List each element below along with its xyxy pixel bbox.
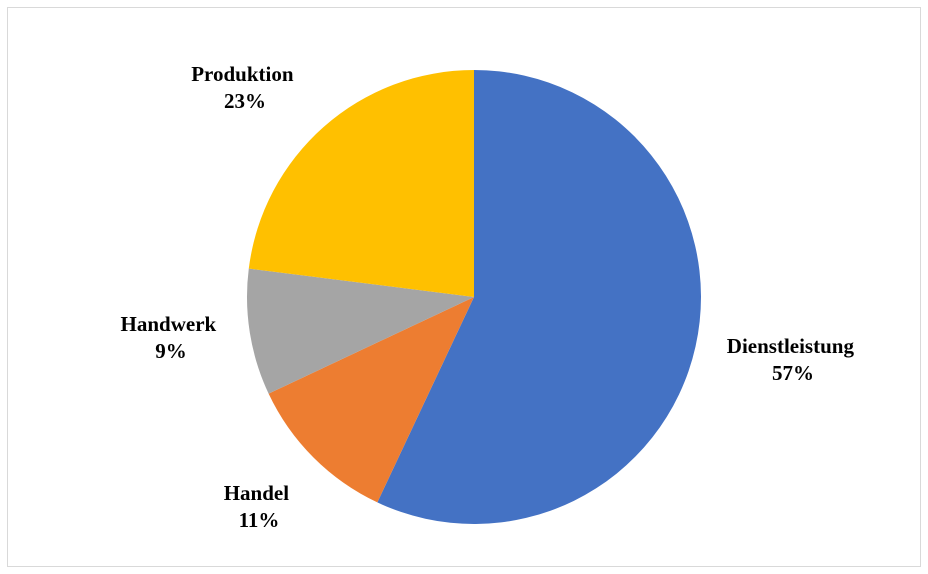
- label-dienstleistung: Dienstleistung 57%: [727, 334, 859, 385]
- label-handwerk-name: Handwerk: [121, 312, 217, 336]
- label-handel-name: Handel: [224, 481, 290, 505]
- pie-slice-produktion: [248, 70, 474, 297]
- pie-slice-handwerk: [246, 268, 474, 394]
- label-handel-value: 11%: [239, 508, 280, 532]
- label-produktion-value: 23%: [224, 89, 266, 113]
- pie-slice-handel: [268, 297, 474, 503]
- pie-slice-dienstleistung: [377, 70, 701, 524]
- pie-slices: [246, 70, 701, 524]
- label-handwerk-value: 9%: [155, 339, 187, 363]
- label-produktion: Produktion 23%: [191, 62, 299, 113]
- label-handel: Handel 11%: [224, 481, 295, 532]
- label-handwerk: Handwerk 9%: [121, 312, 222, 363]
- label-produktion-name: Produktion: [191, 62, 294, 86]
- label-dienstleistung-value: 57%: [772, 361, 814, 385]
- label-dienstleistung-name: Dienstleistung: [727, 334, 855, 358]
